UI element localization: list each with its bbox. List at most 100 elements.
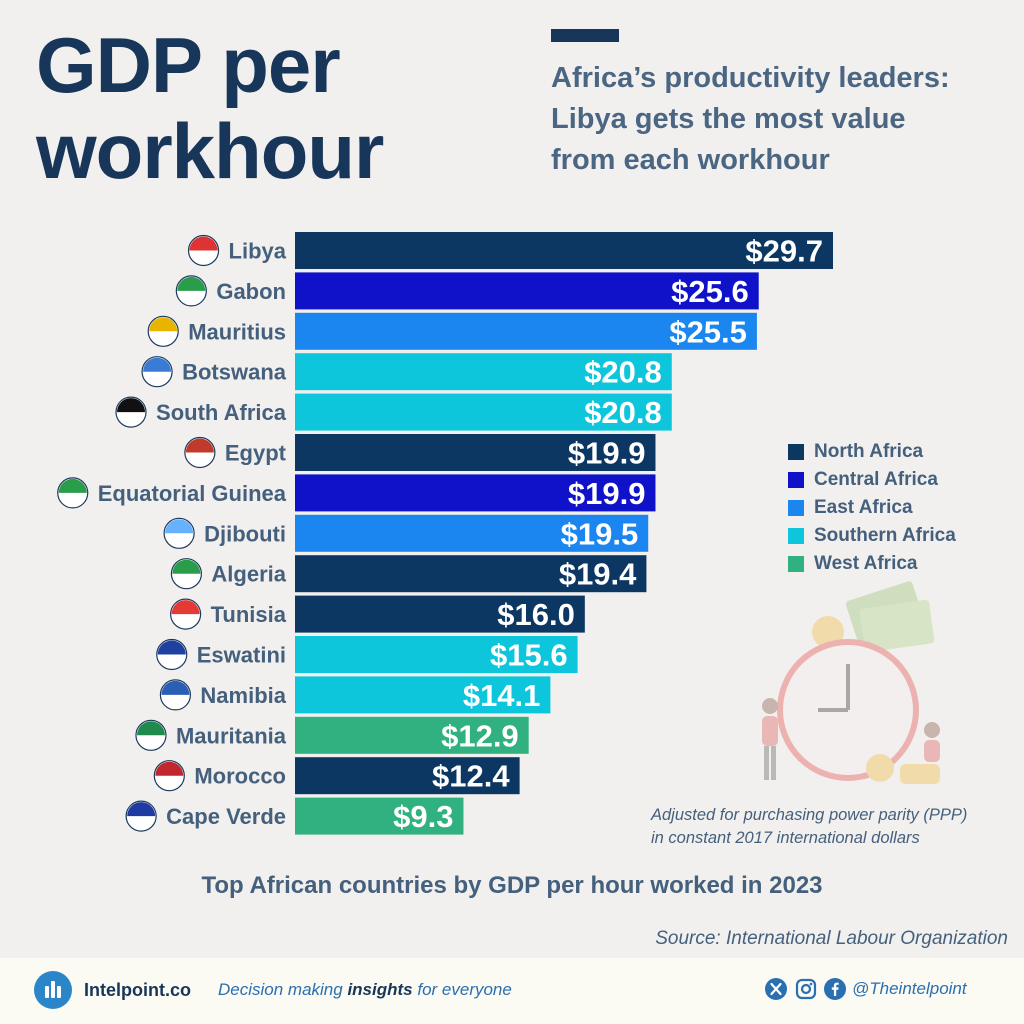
bar <box>295 353 672 391</box>
legend-item: East Africa <box>788 494 956 522</box>
coin-icon <box>866 754 894 782</box>
tagline-post: for everyone <box>412 980 512 999</box>
footer: Intelpoint.co Decision making insights f… <box>0 958 1024 1024</box>
flag-icon <box>141 356 173 388</box>
ppp-note: Adjusted for purchasing power parity (PP… <box>651 804 1021 850</box>
category-label: Gabon <box>216 279 286 304</box>
legend-item: North Africa <box>788 438 956 466</box>
facebook-icon[interactable] <box>824 978 846 1000</box>
legend-swatch <box>788 444 804 460</box>
social-handle[interactable]: @Theintelpoint <box>852 979 967 998</box>
source-note: Source: International Labour Organizatio… <box>655 928 1008 949</box>
category-label: Cape Verde <box>166 804 286 829</box>
clock-money-illustration <box>762 581 940 784</box>
flag-icon <box>135 719 167 751</box>
bar <box>295 636 578 673</box>
flag-icon <box>153 760 185 792</box>
legend-label: North Africa <box>814 441 924 462</box>
bar <box>295 716 529 754</box>
flag-icon <box>159 679 192 711</box>
bar <box>295 474 656 512</box>
bar-value-label: $12.9 <box>441 718 519 753</box>
legend-label: Central Africa <box>814 469 938 490</box>
person-icon <box>762 698 778 780</box>
bar <box>295 312 757 350</box>
bar <box>295 797 464 835</box>
subtitle-accent-bar <box>551 29 619 42</box>
legend-swatch <box>788 528 804 544</box>
bar-value-label: $29.7 <box>745 234 823 269</box>
legend-item: Southern Africa <box>788 522 956 550</box>
legend-swatch <box>788 500 804 516</box>
bar-value-label: $20.8 <box>584 355 662 390</box>
bar-value-label: $20.8 <box>584 395 662 430</box>
x-icon[interactable] <box>765 978 787 1000</box>
category-label: Namibia <box>200 683 286 708</box>
flag-icon <box>187 234 220 267</box>
bar <box>295 434 656 471</box>
page-title: GDP per workhour <box>36 22 384 195</box>
note-line-2: in constant 2017 international dollars <box>651 829 920 847</box>
bar-chart: $29.7 Libya $25.6 Gabon $25.5 Mauritius $20.8 B… <box>57 232 833 835</box>
bar <box>295 757 520 795</box>
bar-value-label: $15.6 <box>490 638 568 673</box>
flag-icon <box>184 436 216 469</box>
legend-label: West Africa <box>814 553 918 574</box>
bar-value-label: $19.9 <box>568 436 646 471</box>
flag-icon <box>163 517 195 549</box>
flag-icon <box>115 396 147 428</box>
category-label: Morocco <box>194 764 286 789</box>
category-label: Libya <box>229 239 287 264</box>
chart-title: Top African countries by GDP per hour wo… <box>201 872 823 899</box>
legend-swatch <box>788 556 804 572</box>
tagline: Decision making insights for everyone <box>218 980 512 1000</box>
subtitle-line-1: Africa’s productivity leaders: <box>551 62 950 94</box>
bar-value-label: $19.9 <box>568 476 646 511</box>
legend-item: West Africa <box>788 550 956 578</box>
instagram-icon[interactable] <box>795 978 817 1000</box>
bar-value-label: $25.6 <box>671 274 749 309</box>
bar <box>295 595 585 633</box>
flag-icon <box>156 638 188 671</box>
category-label: Mauritania <box>176 723 287 748</box>
title-line-2: workhour <box>36 107 384 195</box>
bar <box>295 232 833 269</box>
legend-label: Southern Africa <box>814 525 956 546</box>
bar <box>295 514 649 552</box>
category-label: Botswana <box>182 360 287 385</box>
note-line-1: Adjusted for purchasing power parity (PP… <box>651 806 968 824</box>
bar <box>295 555 647 593</box>
legend-item: Central Africa <box>788 466 956 494</box>
flag-icon <box>170 558 203 590</box>
bar-value-label: $16.0 <box>497 597 575 632</box>
category-label: Mauritius <box>188 319 286 344</box>
bar <box>295 393 672 431</box>
legend-label: East Africa <box>814 497 913 518</box>
category-label: Algeria <box>211 562 286 587</box>
bar-value-label: $19.5 <box>561 516 639 551</box>
intelpoint-logo-icon[interactable] <box>34 971 72 1009</box>
bar <box>295 272 759 310</box>
bar-value-label: $25.5 <box>669 314 747 349</box>
flag-icon <box>170 598 202 630</box>
category-label: Tunisia <box>211 602 287 627</box>
category-label: Djibouti <box>204 521 286 546</box>
tagline-bold: insights <box>347 980 413 999</box>
category-label: Eswatini <box>197 643 286 668</box>
legend: North Africa Central Africa East Africa … <box>788 438 956 578</box>
coin-stack-icon <box>900 764 940 784</box>
banknotes-icon <box>845 581 935 653</box>
brand-link[interactable]: Intelpoint.co <box>84 980 191 1000</box>
bar <box>295 676 551 714</box>
bar-value-label: $9.3 <box>393 799 453 834</box>
category-label: Equatorial Guinea <box>98 481 287 506</box>
tagline-pre: Decision making <box>218 980 348 999</box>
bar-value-label: $19.4 <box>559 557 637 592</box>
category-label: Egypt <box>225 441 287 466</box>
person-icon <box>924 722 940 762</box>
subtitle-line-3: from each workhour <box>551 144 830 176</box>
clock-icon <box>777 639 919 781</box>
subtitle-line-2: Libya gets the most value <box>551 103 906 135</box>
subtitle: Africa’s productivity leaders: Libya get… <box>551 58 1021 181</box>
flag-icon <box>125 800 157 832</box>
